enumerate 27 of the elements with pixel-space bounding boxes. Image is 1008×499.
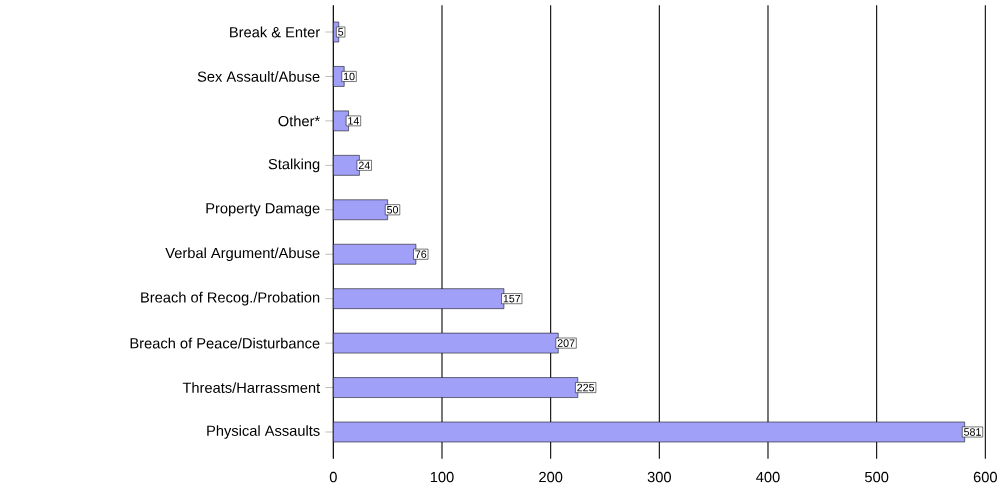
y-tick-label: Breach of Recog./Probation [141,292,320,306]
y-tick-label: Stalking [268,158,320,173]
y-tick-label: Threats/Harrassment [182,382,321,394]
data-label: 14 [348,117,360,125]
y-tick-label: Physical Assaults [207,425,320,439]
data-label: 76 [415,250,427,259]
data-label: 24 [358,161,370,170]
x-tick-label: 100 [430,472,454,483]
y-tick-label: Breach of Peace/Disturbance [130,337,320,349]
data-label: 207 [557,339,575,348]
x-tick-label: 200 [539,472,563,483]
data-label: 50 [387,206,399,214]
data-label: 225 [577,383,595,392]
data-label: 581 [964,428,981,436]
y-tick-label: Break & Enter [230,26,320,38]
y-tick-label: Verbal Argument/Abuse [165,247,320,262]
data-label: 10 [343,72,355,81]
y-tick-label: Property Damage [206,203,320,217]
data-label: 5 [338,28,344,36]
x-tick-label: 300 [647,472,671,483]
data-label: 157 [503,295,521,303]
y-tick-label: Sex Assault/Abuse [197,71,320,83]
y-tick-label: Other* [278,115,320,127]
x-tick-label: 600 [973,472,997,483]
x-tick-label: 400 [756,472,780,483]
x-tick-label: 500 [865,472,889,483]
x-tick-label: 0 [329,472,337,483]
